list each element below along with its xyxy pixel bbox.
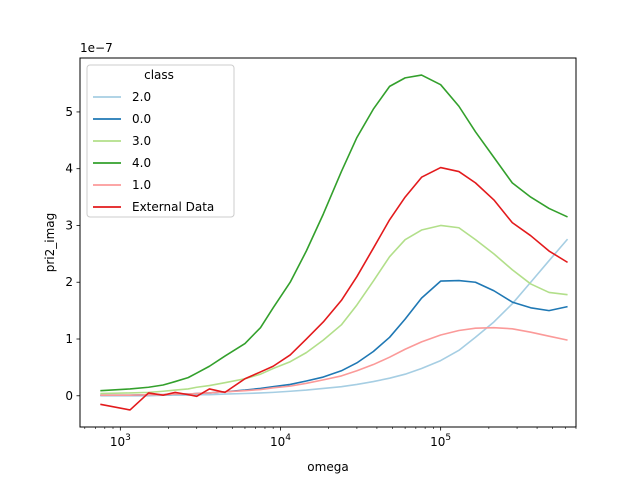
legend-entry-label: 0.0 (132, 112, 151, 126)
y-tick-label: 5 (65, 105, 73, 119)
legend-entry-label: 4.0 (132, 156, 151, 170)
y-tick-label: 2 (65, 275, 73, 289)
legend-box (86, 64, 235, 218)
y-axis-multiplier: 1e−7 (80, 41, 113, 55)
y-tick-label: 3 (65, 218, 73, 232)
y-tick-label: 4 (65, 162, 73, 176)
axes-frame (79, 57, 577, 428)
x-axis-ticks: 103 104 105 (84, 427, 577, 449)
series-line-5 (100, 166, 568, 411)
x-tick-label: 104 (270, 433, 291, 449)
y-tick-label: 1 (65, 332, 73, 346)
legend: class 2.0 0.0 3.0 4.0 1.0 External Data (86, 64, 235, 218)
y-axis-ticks: 0 1 2 3 4 5 (65, 105, 80, 403)
y-tick-label: 0 (65, 389, 73, 403)
legend-entry-label: 3.0 (132, 134, 151, 148)
series-line-4 (100, 326, 568, 397)
y-axis-label: pri2_imag (43, 213, 57, 273)
x-tick-label: 103 (110, 433, 131, 449)
legend-title: class (144, 68, 174, 82)
legend-entry-label: 1.0 (132, 178, 151, 192)
legend-entry-label: 2.0 (132, 90, 151, 104)
legend-entry-label: External Data (132, 200, 214, 214)
x-tick-label: 105 (430, 433, 451, 449)
series-lines (100, 74, 569, 411)
legend-items: 2.0 0.0 3.0 4.0 1.0 External Data (93, 90, 214, 214)
series-line-2 (100, 224, 568, 395)
series-line-3 (100, 74, 568, 392)
x-axis-label: omega (307, 460, 348, 474)
series-line-0 (100, 238, 569, 397)
